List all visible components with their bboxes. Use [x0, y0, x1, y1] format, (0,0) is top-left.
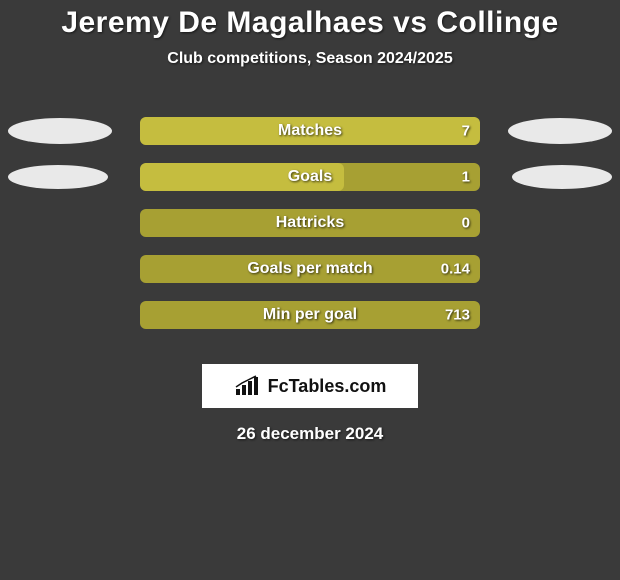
bar-label: Matches	[140, 122, 480, 140]
stat-row: Hattricks0	[0, 200, 620, 246]
bar-track: Goals1	[140, 163, 480, 191]
bar-chart-icon	[234, 375, 262, 397]
bar-track: Matches7	[140, 117, 480, 145]
logo-box[interactable]: FcTables.com	[202, 364, 418, 408]
stats-card: Jeremy De Magalhaes vs Collinge Club com…	[0, 0, 620, 580]
page-title: Jeremy De Magalhaes vs Collinge	[0, 6, 620, 40]
bar-value: 1	[462, 169, 470, 186]
bar-track: Min per goal713	[140, 301, 480, 329]
bar-value: 0	[462, 215, 470, 232]
stat-row: Min per goal713	[0, 292, 620, 338]
bar-label: Min per goal	[140, 306, 480, 324]
bar-label: Goals	[140, 168, 480, 186]
right-marker	[508, 118, 612, 144]
bar-label: Hattricks	[140, 214, 480, 232]
subtitle: Club competitions, Season 2024/2025	[0, 50, 620, 68]
bar-label: Goals per match	[140, 260, 480, 278]
bar-track: Hattricks0	[140, 209, 480, 237]
right-marker	[512, 165, 612, 189]
left-marker	[8, 165, 108, 189]
bar-value: 0.14	[441, 261, 470, 278]
stat-row: Goals per match0.14	[0, 246, 620, 292]
bar-track: Goals per match0.14	[140, 255, 480, 283]
stat-row: Goals1	[0, 154, 620, 200]
logo-text: FcTables.com	[268, 376, 387, 397]
bar-value: 7	[462, 123, 470, 140]
stats-rows: Matches7Goals1Hattricks0Goals per match0…	[0, 108, 620, 338]
stat-row: Matches7	[0, 108, 620, 154]
date-label: 26 december 2024	[0, 424, 620, 444]
left-marker	[8, 118, 112, 144]
bar-value: 713	[445, 307, 470, 324]
